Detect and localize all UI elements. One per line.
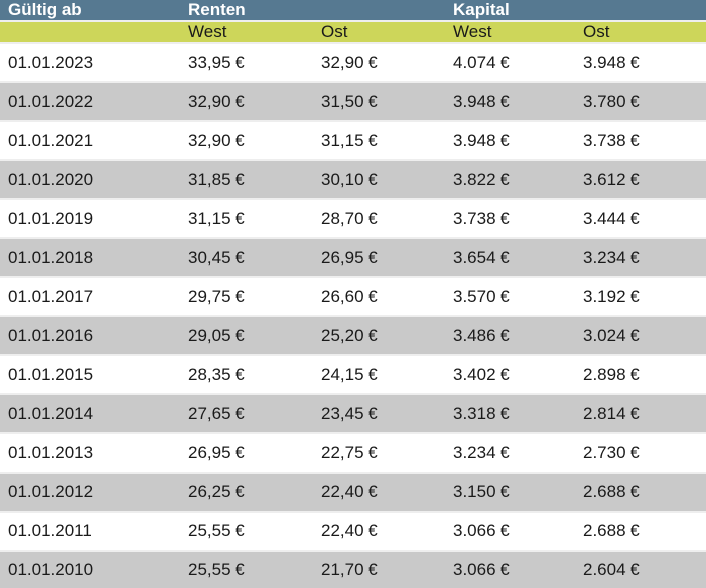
renten-ost-cell: 21,70 € xyxy=(313,549,445,588)
kapital-west-cell: 3.822 € xyxy=(445,159,575,200)
kapital-ost-cell: 3.780 € xyxy=(575,81,706,122)
table-row: 01.01.2013 26,95 € 22,75 € 3.234 € 2.730… xyxy=(0,432,706,473)
kapital-ost-cell: 3.234 € xyxy=(575,237,706,278)
subheader-renten-west: West xyxy=(180,20,313,43)
renten-west-cell: 25,55 € xyxy=(180,549,313,588)
renten-west-cell: 32,90 € xyxy=(180,81,313,122)
renten-west-cell: 26,95 € xyxy=(180,432,313,473)
date-cell: 01.01.2017 xyxy=(0,276,180,317)
kapital-ost-cell: 3.024 € xyxy=(575,315,706,356)
kapital-ost-cell: 2.898 € xyxy=(575,354,706,395)
subheader-renten-ost: Ost xyxy=(313,20,445,43)
table-row: 01.01.2016 29,05 € 25,20 € 3.486 € 3.024… xyxy=(0,315,706,356)
kapital-west-cell: 3.948 € xyxy=(445,120,575,161)
table-row: 01.01.2023 33,95 € 32,90 € 4.074 € 3.948… xyxy=(0,41,706,83)
kapital-west-cell: 3.654 € xyxy=(445,237,575,278)
renten-ost-cell: 23,45 € xyxy=(313,393,445,434)
kapital-ost-cell: 3.738 € xyxy=(575,120,706,161)
renten-west-cell: 32,90 € xyxy=(180,120,313,161)
table-row: 01.01.2019 31,15 € 28,70 € 3.738 € 3.444… xyxy=(0,198,706,239)
renten-ost-cell: 26,95 € xyxy=(313,237,445,278)
renten-west-cell: 25,55 € xyxy=(180,510,313,551)
table-row: 01.01.2020 31,85 € 30,10 € 3.822 € 3.612… xyxy=(0,159,706,200)
table-row: 01.01.2012 26,25 € 22,40 € 3.150 € 2.688… xyxy=(0,471,706,512)
date-cell: 01.01.2015 xyxy=(0,354,180,395)
kapital-west-cell: 3.066 € xyxy=(445,510,575,551)
renten-west-cell: 31,15 € xyxy=(180,198,313,239)
date-cell: 01.01.2023 xyxy=(0,41,180,83)
date-cell: 01.01.2016 xyxy=(0,315,180,356)
kapital-ost-cell: 2.730 € xyxy=(575,432,706,473)
kapital-ost-cell: 2.688 € xyxy=(575,471,706,512)
group-header-row: Gültig ab Renten Kapital xyxy=(0,0,706,21)
date-cell: 01.01.2011 xyxy=(0,510,180,551)
renten-ost-cell: 31,15 € xyxy=(313,120,445,161)
subheader-row: West Ost West Ost xyxy=(0,20,706,43)
renten-west-cell: 29,75 € xyxy=(180,276,313,317)
subheader-empty xyxy=(0,20,180,43)
date-cell: 01.01.2021 xyxy=(0,120,180,161)
table-body: 01.01.2023 33,95 € 32,90 € 4.074 € 3.948… xyxy=(0,41,706,588)
kapital-west-cell: 3.948 € xyxy=(445,81,575,122)
table-row: 01.01.2010 25,55 € 21,70 € 3.066 € 2.604… xyxy=(0,549,706,588)
table-row: 01.01.2014 27,65 € 23,45 € 3.318 € 2.814… xyxy=(0,393,706,434)
kapital-west-cell: 3.570 € xyxy=(445,276,575,317)
kapital-west-cell: 3.066 € xyxy=(445,549,575,588)
table-row: 01.01.2018 30,45 € 26,95 € 3.654 € 3.234… xyxy=(0,237,706,278)
renten-ost-cell: 26,60 € xyxy=(313,276,445,317)
kapital-west-cell: 3.402 € xyxy=(445,354,575,395)
table-header: Gültig ab Renten Kapital West Ost West O… xyxy=(0,0,706,43)
header-group-renten: Renten xyxy=(180,0,445,21)
renten-ost-cell: 25,20 € xyxy=(313,315,445,356)
date-cell: 01.01.2013 xyxy=(0,432,180,473)
table-row: 01.01.2022 32,90 € 31,50 € 3.948 € 3.780… xyxy=(0,81,706,122)
kapital-west-cell: 3.234 € xyxy=(445,432,575,473)
header-group-kapital: Kapital xyxy=(445,0,706,21)
kapital-ost-cell: 2.604 € xyxy=(575,549,706,588)
renten-west-cell: 27,65 € xyxy=(180,393,313,434)
renten-west-cell: 31,85 € xyxy=(180,159,313,200)
renten-west-cell: 30,45 € xyxy=(180,237,313,278)
renten-west-cell: 33,95 € xyxy=(180,41,313,83)
kapital-ost-cell: 3.948 € xyxy=(575,41,706,83)
kapital-west-cell: 3.150 € xyxy=(445,471,575,512)
kapital-west-cell: 3.486 € xyxy=(445,315,575,356)
kapital-west-cell: 3.318 € xyxy=(445,393,575,434)
kapital-ost-cell: 3.612 € xyxy=(575,159,706,200)
date-cell: 01.01.2012 xyxy=(0,471,180,512)
renten-ost-cell: 28,70 € xyxy=(313,198,445,239)
date-cell: 01.01.2014 xyxy=(0,393,180,434)
renten-ost-cell: 31,50 € xyxy=(313,81,445,122)
kapital-west-cell: 4.074 € xyxy=(445,41,575,83)
renten-ost-cell: 24,15 € xyxy=(313,354,445,395)
date-cell: 01.01.2018 xyxy=(0,237,180,278)
renten-ost-cell: 32,90 € xyxy=(313,41,445,83)
table-row: 01.01.2021 32,90 € 31,15 € 3.948 € 3.738… xyxy=(0,120,706,161)
renten-ost-cell: 22,40 € xyxy=(313,510,445,551)
kapital-west-cell: 3.738 € xyxy=(445,198,575,239)
renten-west-cell: 28,35 € xyxy=(180,354,313,395)
subheader-kapital-ost: Ost xyxy=(575,20,706,43)
header-valid-from: Gültig ab xyxy=(0,0,180,21)
date-cell: 01.01.2022 xyxy=(0,81,180,122)
date-cell: 01.01.2019 xyxy=(0,198,180,239)
kapital-ost-cell: 2.814 € xyxy=(575,393,706,434)
kapital-ost-cell: 3.192 € xyxy=(575,276,706,317)
renten-ost-cell: 22,40 € xyxy=(313,471,445,512)
renten-ost-cell: 30,10 € xyxy=(313,159,445,200)
renten-ost-cell: 22,75 € xyxy=(313,432,445,473)
kapital-ost-cell: 3.444 € xyxy=(575,198,706,239)
subheader-kapital-west: West xyxy=(445,20,575,43)
table-row: 01.01.2015 28,35 € 24,15 € 3.402 € 2.898… xyxy=(0,354,706,395)
renten-west-cell: 26,25 € xyxy=(180,471,313,512)
date-cell: 01.01.2010 xyxy=(0,549,180,588)
date-cell: 01.01.2020 xyxy=(0,159,180,200)
table-row: 01.01.2011 25,55 € 22,40 € 3.066 € 2.688… xyxy=(0,510,706,551)
kapital-ost-cell: 2.688 € xyxy=(575,510,706,551)
table-row: 01.01.2017 29,75 € 26,60 € 3.570 € 3.192… xyxy=(0,276,706,317)
renten-west-cell: 29,05 € xyxy=(180,315,313,356)
